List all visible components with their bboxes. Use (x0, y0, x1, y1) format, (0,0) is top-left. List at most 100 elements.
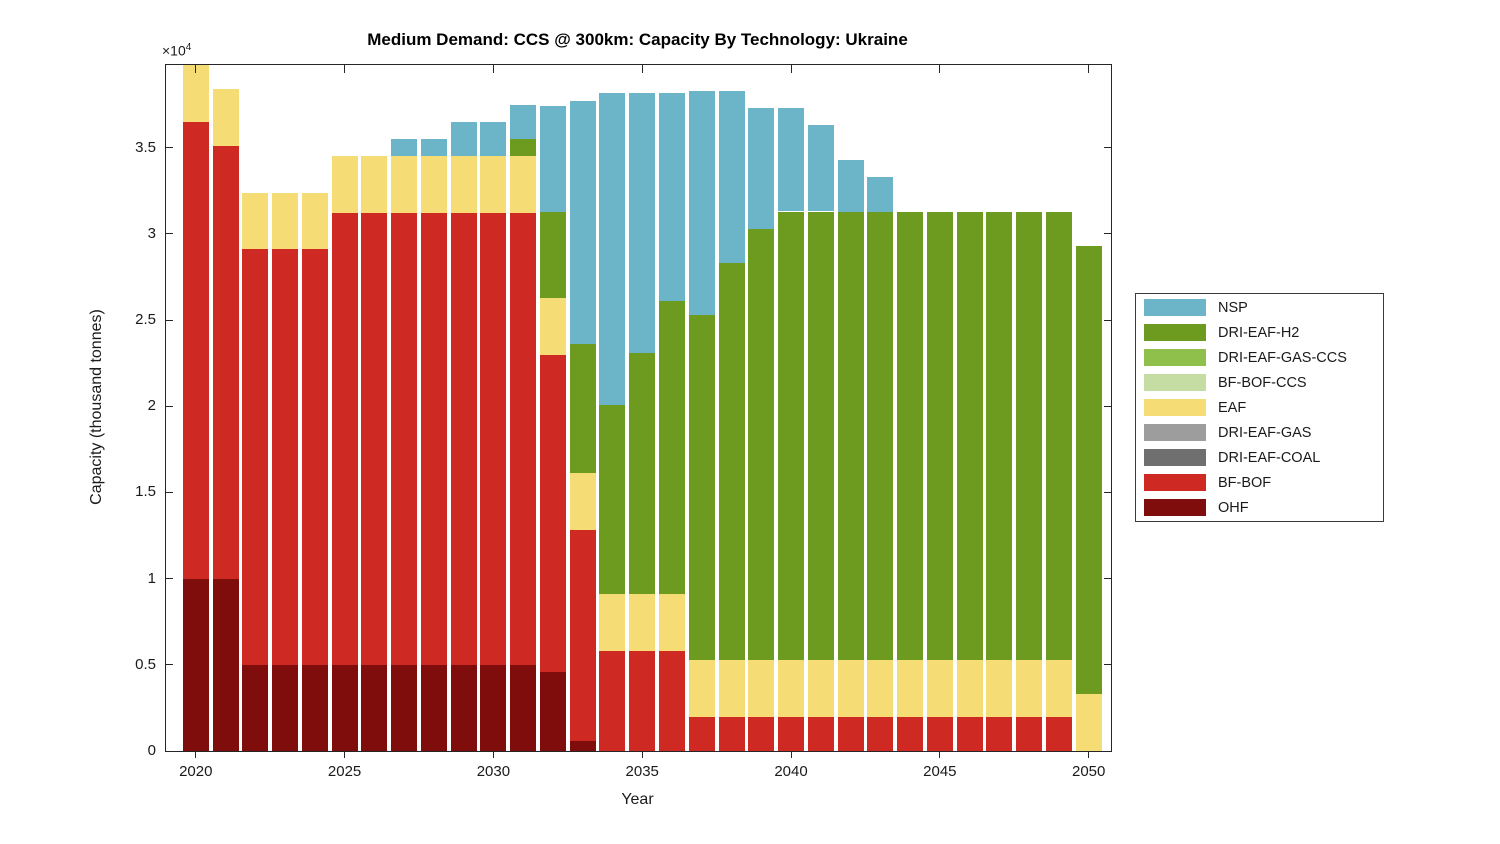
bar-segment-nsp-2028 (420, 139, 447, 157)
bar-segment-nsp-2035 (629, 92, 656, 353)
legend-item-dri-eaf-gas: DRI-EAF-GAS (1136, 420, 1383, 445)
bar-segment-nsp-2034 (599, 92, 626, 405)
y-tick-label-1.5: 1.5 (135, 483, 156, 501)
bar-segment-bf-bof-2029 (450, 213, 477, 665)
y-tick-label-0.5: 0.5 (135, 655, 156, 673)
legend-label-dri-eaf-h2: DRI-EAF-H2 (1218, 324, 1300, 341)
x-tick-mark-top (195, 65, 197, 73)
bar-segment-nsp-2037 (688, 90, 715, 315)
legend-item-dri-eaf-coal: DRI-EAF-COAL (1136, 445, 1383, 470)
bar-segment-eaf-2025 (331, 156, 358, 214)
bar-segment-dri-eaf-h2-2041 (807, 211, 834, 660)
x-tick-label-2045: 2045 (923, 763, 957, 780)
legend-swatch-dri-eaf-gas (1144, 424, 1206, 441)
bar-segment-bf-bof-2041 (807, 716, 834, 751)
bar-segment-dri-eaf-h2-2033 (569, 344, 596, 474)
bar-segment-eaf-2043 (867, 659, 894, 717)
bar-segment-bf-bof-2028 (420, 213, 447, 665)
legend-swatch-dri-eaf-h2 (1144, 324, 1206, 341)
bar-segment-nsp-2041 (807, 125, 834, 212)
bar-segment-eaf-2036 (658, 594, 685, 652)
bar-segment-bf-bof-2049 (1045, 716, 1072, 751)
bar-segment-ohf-2033 (569, 740, 596, 751)
y-tick-mark-right (1104, 233, 1111, 235)
bar-segment-eaf-2044 (897, 659, 924, 717)
legend-swatch-nsp (1144, 299, 1206, 316)
bar-segment-eaf-2050 (1075, 694, 1102, 751)
plot-area: 2020 2025 2030 2035 2040 2045 2050 0 0.5 1 1.5 2 2.5… (135, 64, 1112, 780)
bar-segment-dri-eaf-h2-2039 (748, 228, 775, 660)
x-tick-mark (1088, 751, 1090, 758)
x-tick-label-2025: 2025 (327, 763, 362, 780)
y-tick-mark-right (1104, 664, 1111, 666)
legend-swatch-ohf (1144, 499, 1206, 516)
y-tick-mark-right (1104, 578, 1111, 580)
bar-segment-ohf-2032 (539, 671, 566, 751)
bar-segment-eaf-2041 (807, 659, 834, 717)
bar-segment-bf-bof-2025 (331, 213, 358, 665)
bar-segment-eaf-2037 (688, 659, 715, 717)
bar-segment-dri-eaf-h2-2043 (867, 211, 894, 660)
bar-segment-eaf-2022 (242, 192, 269, 250)
bar-segment-bf-bof-2037 (688, 716, 715, 751)
bar-segment-ohf-2020 (182, 578, 209, 751)
bar-segment-bf-bof-2044 (897, 716, 924, 751)
legend: NSP DRI-EAF-H2 DRI-EAF-GAS-CCS BF-BOF-CCS EA… (1135, 293, 1384, 522)
bar-segment-bf-bof-2026 (361, 213, 388, 665)
x-tick-label-2040: 2040 (774, 763, 808, 780)
chart-title: Medium Demand: CCS @ 300km: Capacity By … (367, 30, 908, 49)
bar-segment-bf-bof-2022 (242, 249, 269, 665)
y-tick-label-3.5: 3.5 (135, 138, 156, 156)
x-tick-mark-top (790, 65, 792, 73)
bar-segment-ohf-2031 (510, 664, 537, 751)
bar-segment-bf-bof-2043 (867, 716, 894, 751)
bar-segment-eaf-2048 (1016, 659, 1043, 717)
x-tick-mark-top (344, 65, 346, 73)
x-tick-mark (939, 751, 941, 758)
x-axis-label: Year (621, 791, 654, 808)
bar-segment-eaf-2033 (569, 473, 596, 531)
bar-segment-bf-bof-2027 (391, 213, 418, 665)
x-tick-mark-top (641, 65, 643, 73)
bar-segment-bf-bof-2034 (599, 651, 626, 751)
bar-segment-ohf-2029 (450, 664, 477, 751)
bar-segment-dri-eaf-h2-2050 (1075, 245, 1102, 695)
y-tick-mark-left (166, 233, 173, 235)
bar-segment-dri-eaf-h2-2049 (1045, 211, 1072, 660)
bar-segment-ohf-2021 (212, 578, 239, 751)
bar-segment-eaf-2027 (391, 156, 418, 214)
legend-item-bf-bof: BF-BOF (1136, 470, 1383, 495)
y-tick-mark-left (166, 578, 173, 580)
bar-segment-bf-bof-2020 (182, 121, 209, 579)
bar-segment-ohf-2022 (242, 664, 269, 751)
legend-swatch-eaf (1144, 399, 1206, 416)
bar-segment-ohf-2024 (301, 664, 328, 751)
legend-item-dri-eaf-h2: DRI-EAF-H2 (1136, 320, 1383, 345)
x-tick-label-2020: 2020 (179, 763, 213, 780)
bar-segment-bf-bof-2021 (212, 146, 239, 579)
x-tick-mark-top (939, 65, 941, 73)
legend-label-bf-bof-ccs: BF-BOF-CCS (1218, 374, 1307, 391)
legend-item-eaf: EAF (1136, 395, 1383, 420)
bar-segment-nsp-2027 (391, 139, 418, 157)
x-tick-label-2030: 2030 (476, 763, 511, 780)
legend-swatch-bf-bof-ccs (1144, 374, 1206, 391)
y-tick-mark-right (1104, 405, 1111, 407)
bar-segment-bf-bof-2023 (272, 249, 299, 665)
bar-segment-nsp-2038 (718, 90, 745, 264)
bar-segment-bf-bof-2040 (778, 716, 805, 751)
bar-segment-nsp-2040 (778, 108, 805, 212)
bar-segment-dri-eaf-h2-2032 (539, 211, 566, 298)
y-tick-label-2: 2 (147, 397, 156, 415)
bar-segment-nsp-2036 (658, 92, 685, 302)
bar-segment-nsp-2043 (867, 177, 894, 212)
bar-segment-eaf-2038 (718, 659, 745, 717)
bar-segment-eaf-2024 (301, 192, 328, 250)
y-tick-mark-left (166, 750, 173, 752)
y-tick-label-0: 0 (147, 742, 156, 759)
bar-segment-eaf-2021 (212, 89, 239, 146)
legend-item-nsp: NSP (1136, 295, 1383, 320)
y-tick-mark-left (166, 147, 173, 149)
bar-segment-dri-eaf-h2-2047 (986, 211, 1013, 660)
